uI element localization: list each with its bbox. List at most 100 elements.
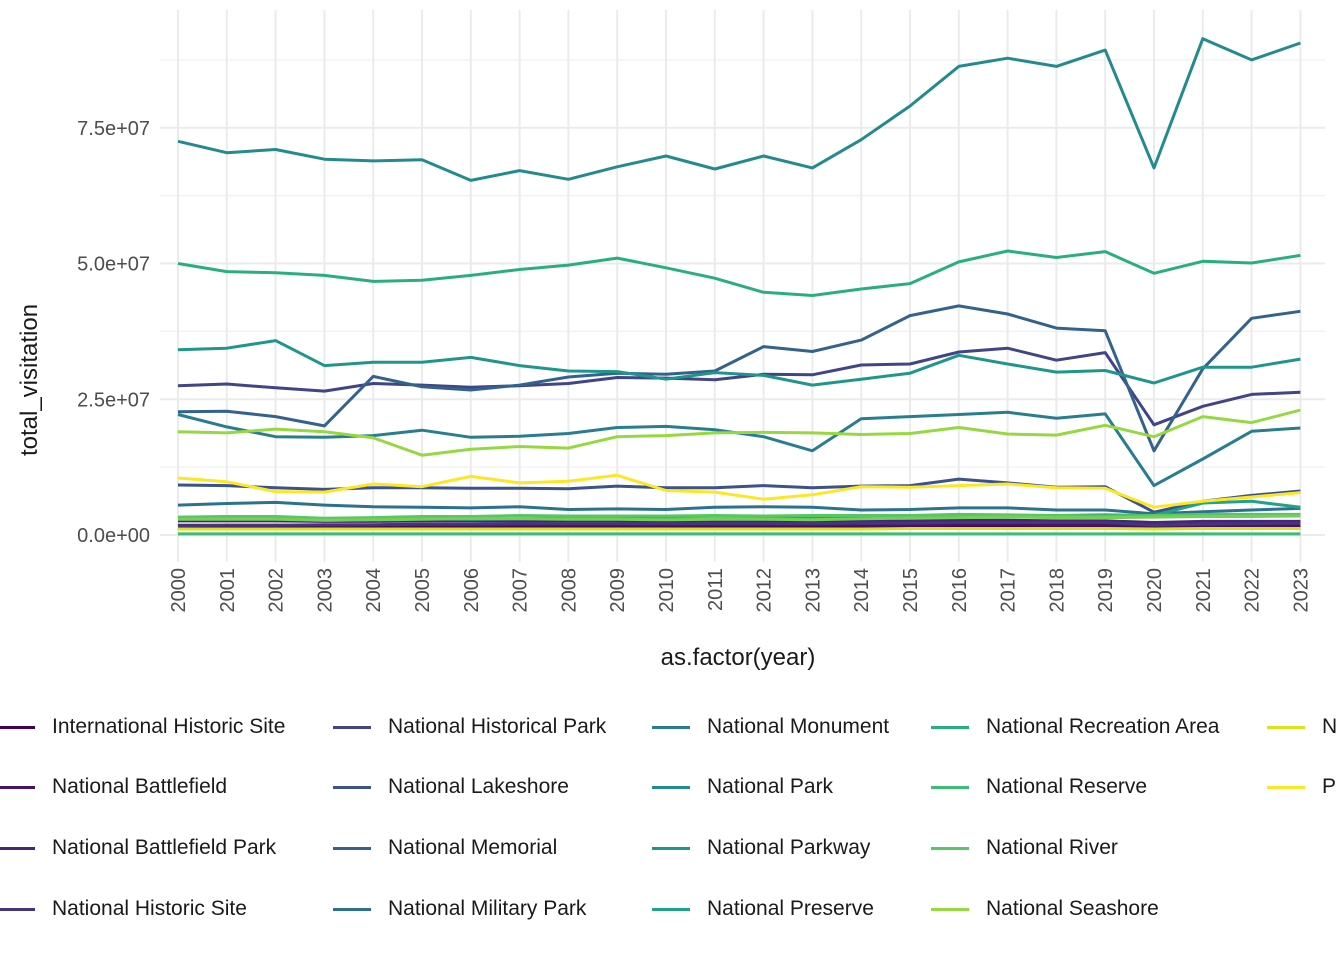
legend-item: P [1267, 757, 1336, 817]
legend-key [931, 846, 969, 850]
x-tick-label: 2010 [656, 568, 678, 613]
legend-label: National Lakeshore [388, 775, 569, 798]
x-tick-label: 2011 [705, 568, 727, 611]
x-tick-label: 2001 [217, 568, 239, 613]
x-tick-label: 2002 [266, 568, 288, 613]
series-line [178, 514, 1301, 522]
legend-item: National Reserve [931, 757, 1147, 817]
y-axis-title: total_visitation [16, 303, 43, 457]
legend-label: National Seashore [986, 897, 1159, 920]
legend-label: National Military Park [388, 897, 587, 920]
legend-label: P [1322, 775, 1337, 798]
x-tick-label: 2012 [754, 568, 776, 613]
x-tick-label: 2016 [949, 568, 971, 613]
x-tick-label: 2006 [461, 568, 483, 613]
legend-label: National Preserve [707, 897, 874, 920]
legend: International Historic Site National Batt… [0, 697, 1344, 937]
series-lines [177, 37, 1301, 536]
legend-label: National Parkway [707, 836, 871, 859]
legend-item: National River [931, 818, 1118, 878]
legend-label: National River [986, 836, 1118, 859]
x-tick-label: 2009 [607, 568, 629, 613]
legend-key [1267, 725, 1305, 729]
legend-item: National Lakeshore [333, 757, 569, 817]
legend-key [652, 907, 690, 911]
legend-item: National Historical Park [333, 697, 606, 757]
legend-item: National Recreation Area [931, 697, 1219, 757]
legend-label: National Battlefield [52, 775, 228, 798]
series-line [178, 518, 1301, 524]
legend-key [0, 846, 35, 850]
y-tick-label: 2.5e+07 [77, 389, 150, 411]
legend-item: National Parkway [652, 818, 870, 878]
legend-item: National Park [652, 757, 833, 817]
legend-key [652, 725, 690, 729]
legend-label: National Monument [707, 715, 890, 738]
legend-item: National Preserve [652, 879, 874, 937]
x-axis-ticks: 2000 2001 2002 2003 2004 2005 2006 2007 2008 2009… [168, 568, 1312, 613]
legend-key [333, 907, 371, 911]
x-tick-label: 2013 [802, 568, 824, 613]
legend-item: National Military Park [333, 879, 586, 937]
x-tick-label: 2007 [510, 568, 532, 613]
x-tick-label: 2023 [1290, 568, 1312, 613]
series-line [177, 249, 1301, 297]
x-tick-label: 2014 [851, 568, 873, 613]
y-axis-ticks: 0.0e+00 2.5e+07 5.0e+07 7.5e+07 [77, 118, 150, 547]
legend-key [0, 785, 35, 789]
legend-item: International Historic Site [0, 697, 285, 757]
legend-key [931, 725, 969, 729]
legend-key [652, 785, 690, 789]
legend-key [333, 785, 371, 789]
legend-item: National Monument [652, 697, 889, 757]
series-line [178, 525, 1301, 530]
x-tick-label: 2000 [168, 568, 190, 613]
legend-item: National Seashore [931, 879, 1159, 937]
legend-label: National Memorial [388, 836, 558, 859]
legend-label: National Park [707, 775, 834, 798]
legend-item: N [1267, 697, 1337, 757]
legend-label: National Historical Park [388, 715, 607, 738]
legend-item: National Historic Site [0, 879, 247, 937]
x-tick-label: 2022 [1242, 568, 1264, 613]
legend-key [1267, 785, 1305, 789]
y-tick-label: 0.0e+00 [77, 525, 150, 547]
x-tick-label: 2021 [1193, 568, 1215, 613]
x-tick-label: 2003 [314, 568, 336, 613]
series-line [177, 37, 1301, 182]
x-tick-label: 2019 [1095, 568, 1117, 613]
series-line [177, 304, 1301, 453]
series-line [177, 512, 1301, 520]
legend-key [931, 785, 969, 789]
y-tick-label: 7.5e+07 [77, 118, 150, 140]
x-tick-label: 2005 [412, 568, 434, 613]
x-tick-label: 2017 [998, 568, 1020, 613]
legend-label: National Recreation Area [986, 715, 1220, 738]
x-tick-label: 2004 [363, 568, 385, 613]
legend-label: National Battlefield Park [52, 836, 277, 859]
legend-label: International Historic Site [52, 715, 286, 738]
series-line [177, 408, 1301, 457]
series-line [177, 410, 1301, 488]
series-line [177, 500, 1301, 516]
series-line [177, 473, 1301, 509]
x-axis-title: as.factor(year) [660, 644, 816, 671]
legend-label: N [1322, 715, 1338, 738]
legend-key [333, 725, 371, 729]
minor-gridlines [160, 59, 1325, 468]
x-tick-label: 2018 [1046, 568, 1068, 613]
series-line [177, 521, 1301, 528]
legend-key [931, 907, 969, 911]
legend-item: National Memorial [333, 818, 557, 878]
major-gridlines [160, 10, 1325, 562]
legend-key [333, 846, 371, 850]
series-line [178, 527, 1301, 531]
legend-key [0, 725, 35, 729]
legend-item: National Battlefield [0, 757, 227, 817]
x-tick-label: 2020 [1144, 568, 1166, 613]
legend-label: National Historic Site [52, 897, 247, 920]
legend-label: National Reserve [986, 775, 1148, 798]
legend-key [0, 907, 35, 911]
y-tick-label: 5.0e+07 [77, 254, 150, 276]
